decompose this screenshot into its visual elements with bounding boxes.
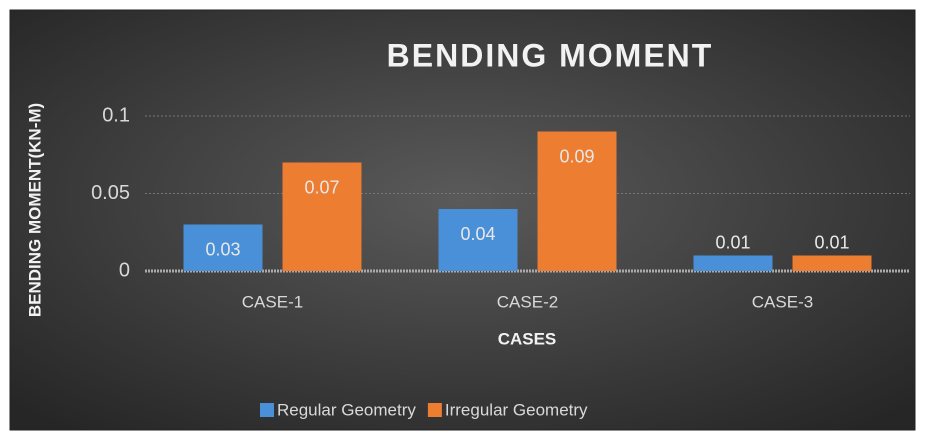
bar [537, 131, 617, 271]
y-tick-label: 0.05 [91, 182, 130, 204]
data-label: 0.07 [304, 177, 339, 197]
x-axis-label: CASES [498, 329, 557, 348]
legend-swatch [427, 403, 442, 417]
chart-title: BENDING MOMENT [387, 37, 714, 73]
data-label: 0.09 [559, 146, 594, 166]
bar [438, 209, 518, 271]
bar [183, 224, 263, 271]
legend-swatch [260, 403, 274, 417]
legend-label: Irregular Geometry [445, 400, 588, 419]
legend-label: Regular Geometry [277, 400, 416, 419]
y-tick-label: 0.1 [102, 104, 130, 126]
x-tick-label: CASE-2 [497, 292, 558, 311]
y-axis-label: BENDING MOMENT(KN-M) [25, 103, 44, 317]
data-label: 0.01 [814, 232, 849, 252]
bar [792, 255, 872, 271]
x-tick-label: CASE-3 [752, 292, 813, 311]
y-tick-label: 0 [119, 259, 130, 281]
data-label: 0.04 [460, 224, 495, 244]
data-label: 0.03 [205, 239, 240, 259]
bar [693, 255, 773, 271]
bar [282, 162, 362, 271]
x-tick-label: CASE-1 [242, 292, 303, 311]
data-label: 0.01 [715, 232, 750, 252]
